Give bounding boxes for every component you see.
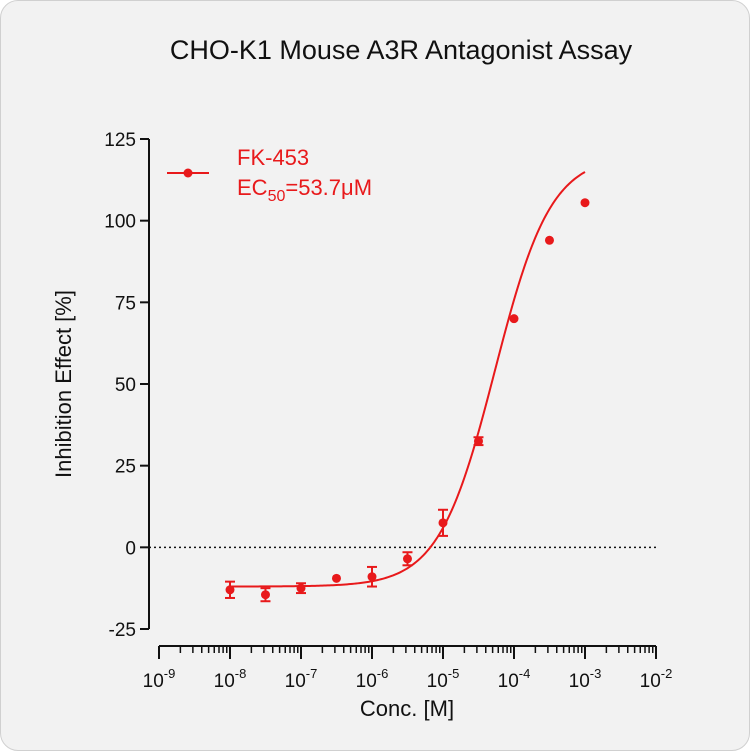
legend-ec50: EC50=53.7μM <box>237 175 372 205</box>
x-tick-label: 10-3 <box>569 666 602 692</box>
data-point <box>225 585 235 595</box>
data-point <box>367 572 377 582</box>
x-tick-label: 10-5 <box>427 666 460 692</box>
y-tick-label: 75 <box>115 293 136 314</box>
y-tick-label: 50 <box>115 375 136 396</box>
data-point <box>473 436 483 446</box>
legend-marker <box>183 168 193 178</box>
y-tick-label: 100 <box>104 212 136 233</box>
data-point <box>402 554 412 564</box>
data-point <box>544 235 554 245</box>
y-axis-label: Inhibition Effect [%] <box>51 290 76 478</box>
data-point <box>438 518 448 528</box>
x-tick-label: 10-4 <box>498 666 531 692</box>
x-tick-label: 10-6 <box>356 666 389 692</box>
data-point <box>580 198 590 208</box>
y-tick-label: 25 <box>115 457 136 478</box>
x-tick-label: 10-2 <box>640 666 673 692</box>
data-point <box>296 583 306 593</box>
y-tick-label: 0 <box>125 538 136 559</box>
data-point <box>260 590 270 600</box>
y-tick-label: 125 <box>104 130 136 151</box>
data-point <box>509 314 519 324</box>
x-tick-label: 10-8 <box>214 666 247 692</box>
x-axis-label: Conc. [M] <box>360 696 454 721</box>
chart-title: CHO-K1 Mouse A3R Antagonist Assay <box>170 35 633 65</box>
plot-area: 125 100 75 50 25 0 -25 10-9 10-8 10-7 10-6 10-5 10-4… <box>104 130 672 692</box>
fit-curve <box>230 171 586 588</box>
legend-series-name: FK-453 <box>237 145 309 170</box>
data-point <box>331 573 341 583</box>
x-tick-label: 10-9 <box>143 666 176 692</box>
y-tick-label: -25 <box>109 620 136 641</box>
x-tick-label: 10-7 <box>285 666 318 692</box>
